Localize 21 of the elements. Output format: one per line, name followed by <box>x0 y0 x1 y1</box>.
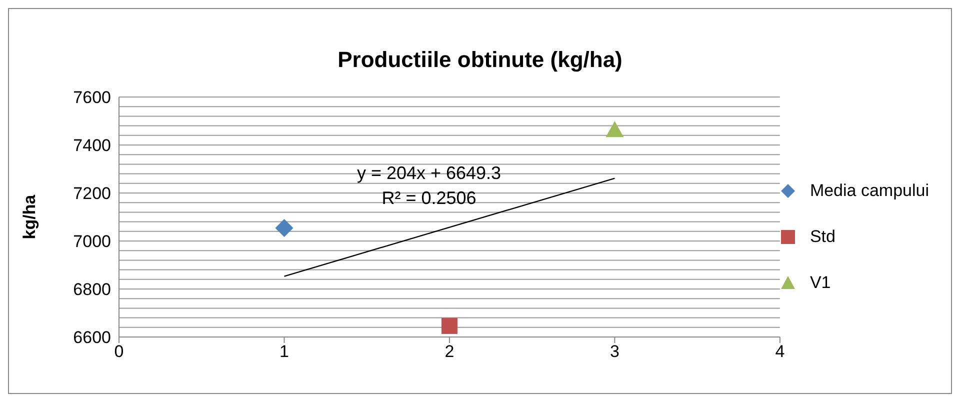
legend-label: Media campului <box>810 181 929 201</box>
y-tick-label: 6800 <box>73 280 111 300</box>
annotation: y = 204x + 6649.3 <box>356 162 502 185</box>
y-tick-label: 6600 <box>73 328 111 348</box>
y-tick-label: 7400 <box>73 136 111 156</box>
y-tick-label: 7000 <box>73 232 111 252</box>
x-tick-label: 4 <box>775 342 785 362</box>
y-tick-label: 7200 <box>73 184 111 204</box>
x-tick-label: 0 <box>114 342 124 362</box>
point <box>441 318 458 334</box>
legend-label: V1 <box>810 273 831 293</box>
y-axis-title: kg/ha <box>20 194 40 240</box>
chart-title: Productiile obtinute (kg/ha) <box>336 47 624 74</box>
annotation: R² = 0.2506 <box>380 187 478 210</box>
x-tick-label: 3 <box>610 342 620 362</box>
point <box>275 219 294 238</box>
point <box>606 121 624 138</box>
x-tick-label: 1 <box>280 342 289 362</box>
x-tick-label: 2 <box>444 342 454 362</box>
legend-label: Std <box>810 227 836 247</box>
y-tick-label: 7600 <box>73 88 111 108</box>
